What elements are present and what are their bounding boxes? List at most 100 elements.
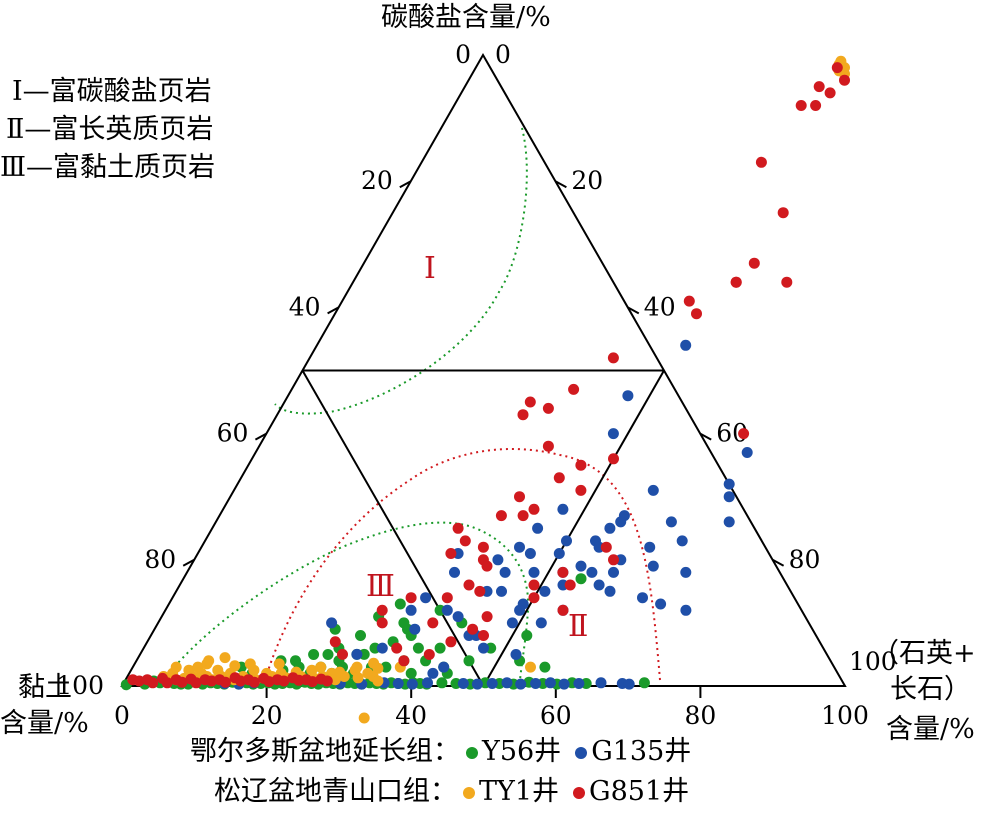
data-point [452, 522, 464, 534]
right-tick [699, 432, 712, 441]
data-point [839, 74, 850, 86]
data-point [586, 566, 598, 578]
data-point [422, 677, 433, 689]
data-point [510, 649, 522, 660]
data-point [478, 630, 489, 641]
left-tick-label: 0 [455, 40, 471, 69]
data-point [528, 566, 540, 578]
data-point [434, 642, 446, 654]
data-point [376, 617, 388, 629]
left-tick-label: 20 [361, 166, 393, 195]
data-point [680, 604, 692, 616]
data-point [532, 522, 544, 534]
data-point [436, 677, 448, 689]
data-point [542, 402, 554, 414]
data-point [528, 503, 540, 515]
data-point [517, 510, 529, 522]
data-point [824, 87, 836, 99]
legend-songliao-basin: 松辽盆地青山口组： [214, 776, 457, 807]
data-point [329, 636, 341, 648]
data-point [723, 478, 735, 490]
data-point [376, 642, 388, 654]
data-point [607, 352, 619, 364]
data-point [524, 396, 536, 408]
data-point [441, 592, 453, 604]
data-points [120, 55, 850, 724]
data-point [315, 661, 327, 673]
data-point [176, 676, 188, 688]
bottom-tick-label: 80 [684, 701, 716, 730]
region-labels: Ⅰ Ⅱ Ⅲ [366, 251, 588, 644]
data-point [608, 566, 619, 578]
data-point [321, 675, 333, 687]
data-point [398, 655, 410, 667]
data-point [203, 655, 215, 667]
data-point [748, 257, 760, 269]
left-tick [182, 558, 195, 567]
right-tick-label: 80 [789, 545, 821, 574]
data-point [449, 566, 460, 578]
bottom-tick-label: 100 [821, 701, 869, 730]
data-point [394, 598, 406, 610]
data-point [308, 649, 320, 660]
data-point [514, 604, 526, 616]
legend-series-TY1: TY1井 [479, 776, 560, 807]
right-tick-label: 100 [849, 647, 897, 676]
data-point [647, 484, 659, 496]
data-point [604, 585, 616, 597]
data-point [524, 548, 536, 559]
data-point [445, 548, 457, 559]
data-point [352, 672, 364, 684]
data-point [795, 100, 807, 111]
left-tick-label: 100 [56, 671, 104, 700]
legend-series-G851: G851井 [589, 776, 690, 807]
legend-class-II: Ⅱ—富长英质页岩 [6, 114, 214, 145]
data-point [525, 661, 536, 673]
data-point [445, 636, 457, 648]
data-point [463, 579, 475, 591]
data-point [457, 678, 469, 689]
data-point [593, 579, 605, 591]
data-point [544, 677, 556, 689]
data-point [147, 677, 159, 689]
data-point [452, 611, 464, 623]
data-point [539, 585, 551, 597]
data-point [539, 661, 551, 673]
data-point [405, 667, 417, 679]
data-point [492, 554, 504, 566]
boundary-II [264, 448, 661, 681]
bottom-tick-label: 40 [395, 701, 427, 730]
data-point [307, 676, 318, 688]
left-tick-label: 60 [217, 419, 249, 448]
legend-series-Y56: Y56井 [482, 736, 562, 767]
data-point [637, 592, 648, 604]
data-point [278, 675, 290, 687]
data-point [412, 642, 424, 654]
left-axis-label-line1: 黏土 [18, 672, 72, 703]
data-point [420, 592, 432, 604]
legend-dot-G135 [575, 746, 588, 759]
data-point [471, 678, 483, 690]
data-point [813, 81, 825, 93]
data-point [438, 661, 450, 673]
right-tick-label: 20 [571, 166, 603, 195]
data-point [676, 535, 688, 547]
data-point [409, 623, 421, 635]
data-point [477, 541, 489, 553]
data-point [427, 617, 439, 629]
class-line-right [482, 370, 665, 687]
series-G851井 [127, 62, 850, 689]
data-point [575, 573, 587, 585]
data-point [501, 677, 513, 689]
bottom-tick-label: 0 [114, 701, 130, 730]
data-point [405, 604, 417, 616]
data-point [655, 598, 667, 610]
data-point [575, 484, 587, 496]
data-point [423, 649, 435, 660]
data-point [263, 676, 275, 688]
data-point [553, 472, 565, 484]
data-point [351, 648, 363, 660]
data-point [219, 652, 231, 664]
top-axis-label: 碳酸盐含量/% [381, 2, 551, 33]
